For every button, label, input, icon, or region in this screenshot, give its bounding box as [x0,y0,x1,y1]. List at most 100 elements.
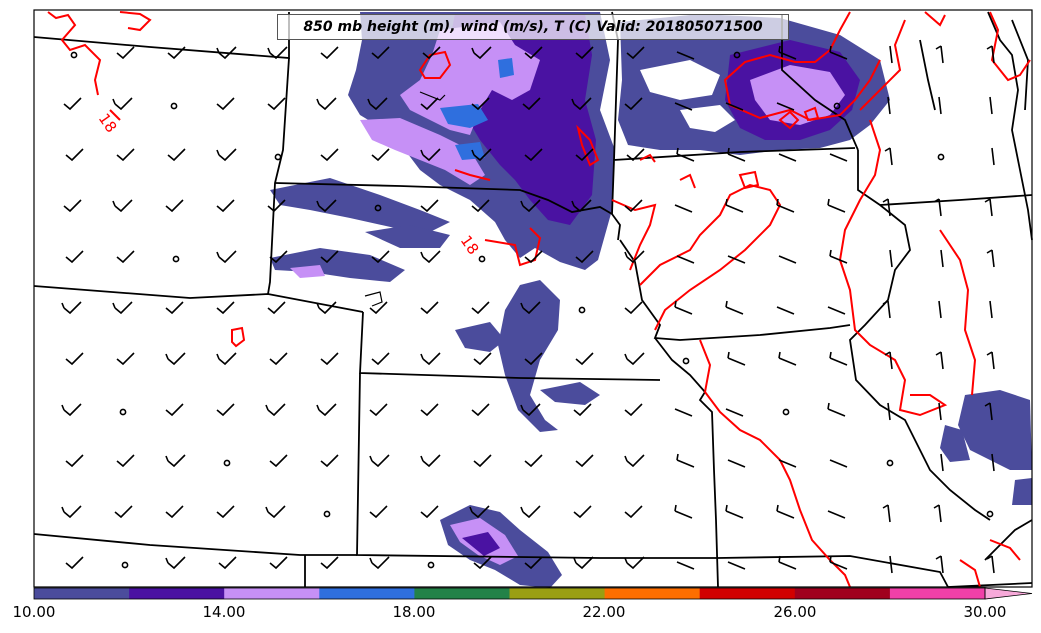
calm-wind-marker [478,255,486,263]
wind-barb [216,352,237,366]
wind-barb [320,556,339,570]
wind-barb [116,454,135,468]
wind-barb [524,352,543,366]
wind-barb [624,97,643,111]
wind-barb [829,249,848,264]
contour-line-3 [119,11,152,32]
contour-line-19 [231,326,246,348]
wind-barb [471,97,490,111]
colorbar-extend-arrow [984,587,1033,600]
wind-barb [369,454,390,468]
wind-barb [884,351,893,370]
border-line-21 [947,582,1033,588]
wind-barb [624,301,643,315]
wind-barb [65,148,84,162]
wind-barb [889,555,893,574]
wind-barb [267,97,286,111]
wind-barb [882,504,891,523]
shade-band-3 [365,225,450,248]
wind-barb [624,403,643,417]
calm-wind-marker [323,510,331,518]
shade-plume-light-2 [360,118,485,185]
wind-barb [320,148,339,162]
wind-barb [829,555,848,570]
wind-barb [473,454,492,468]
wind-barb [524,454,543,468]
wind-barb [269,352,288,366]
wind-barb [674,504,693,519]
wind-barb [727,459,746,468]
wind-barb [371,148,390,162]
wind-barb [369,556,390,570]
wind-barb [369,403,388,417]
wind-barb [420,97,439,111]
wind-barb [676,453,695,468]
wind-barb [573,403,592,417]
wind-barb [367,97,388,111]
wind-barb [369,505,388,519]
border-line-8 [359,311,661,381]
border-line-20 [984,519,1033,561]
wind-barb [624,199,643,213]
wind-barb [889,249,893,268]
wind-barb [420,505,439,519]
calm-wind-marker [119,408,127,416]
calm-wind-marker [170,102,178,110]
contour-line-9 [679,173,696,189]
wind-barb [575,148,594,162]
wind-barb [624,454,645,468]
calm-wind-marker [374,204,382,212]
colorbar-outline [33,587,986,600]
colorbar-tick-label: 30.00 [963,603,1007,621]
wind-barb [267,199,286,213]
wind-barb [371,250,390,264]
wind-barb [165,352,186,366]
shade-central-streak [498,280,560,432]
calm-wind-marker [782,408,790,416]
contour-line-24 [989,539,1021,561]
wind-barb [938,96,942,115]
calm-wind-marker [733,51,741,59]
wind-barb [676,561,695,570]
wind-barb [575,46,594,60]
wind-barb [727,351,746,366]
wind-barb [320,46,339,60]
wind-barb [727,255,746,264]
wind-barb [112,97,133,111]
wind-barb [674,300,693,315]
wind-barb [267,46,288,60]
wind-barb [626,46,645,60]
shade-band-2 [270,248,405,282]
wind-barb [216,148,237,162]
calm-wind-marker [578,306,586,314]
wind-barb [778,255,797,264]
border-line-11 [356,372,718,559]
wind-barb [778,45,797,60]
wind-barb [571,97,592,111]
wind-barb [471,46,492,60]
wind-barb [882,300,891,319]
wind-barb [520,403,541,417]
wind-barb [829,45,848,60]
wind-barb [420,301,439,315]
calm-wind-marker [682,357,690,365]
wind-barb [827,510,846,519]
shaded-regions [270,12,1032,588]
wind-barb [267,301,286,315]
calm-wind-marker [833,102,841,110]
contour-line-21 [803,106,820,122]
wind-barb [882,198,891,217]
shade-band-4 [290,265,325,278]
wind-barb [65,454,84,468]
wind-barb [469,505,490,519]
wind-barb [889,45,893,64]
colorbar-tick-label: 14.00 [202,603,246,621]
border-line-13 [717,555,949,588]
shade-central-streak-2 [455,322,505,352]
shade-east-edge-2 [940,425,970,462]
wind-barb [471,148,492,162]
wind-barb [420,148,441,162]
wind-barb [575,454,594,468]
wind-barb [420,352,441,366]
wind-barb [989,96,993,115]
